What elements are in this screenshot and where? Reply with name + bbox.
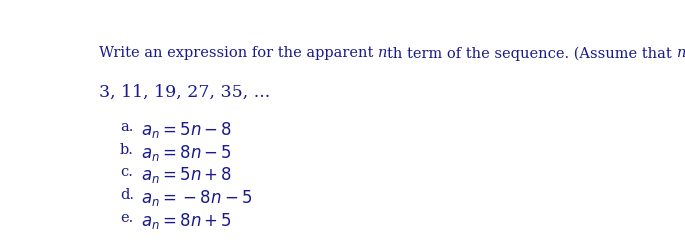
Text: n: n [378, 46, 387, 60]
Text: a.: a. [120, 120, 134, 134]
Text: th term of the sequence. (Assume that: th term of the sequence. (Assume that [387, 46, 677, 61]
Text: c.: c. [120, 165, 133, 179]
Text: d.: d. [120, 188, 134, 202]
Text: $a_n = -8n - 5$: $a_n = -8n - 5$ [141, 188, 253, 208]
Text: 3, 11, 19, 27, 35, ...: 3, 11, 19, 27, 35, ... [99, 84, 270, 101]
Text: $a_n = 8n + 5$: $a_n = 8n + 5$ [141, 210, 232, 231]
Text: e.: e. [120, 210, 134, 224]
Text: $a_n = 5n - 8$: $a_n = 5n - 8$ [141, 120, 233, 140]
Text: b.: b. [120, 143, 134, 157]
Text: $a_n = 5n + 8$: $a_n = 5n + 8$ [141, 165, 233, 185]
Text: $a_n = 8n - 5$: $a_n = 8n - 5$ [141, 143, 232, 163]
Text: Write an expression for the apparent: Write an expression for the apparent [99, 46, 378, 60]
Text: n: n [677, 46, 685, 60]
